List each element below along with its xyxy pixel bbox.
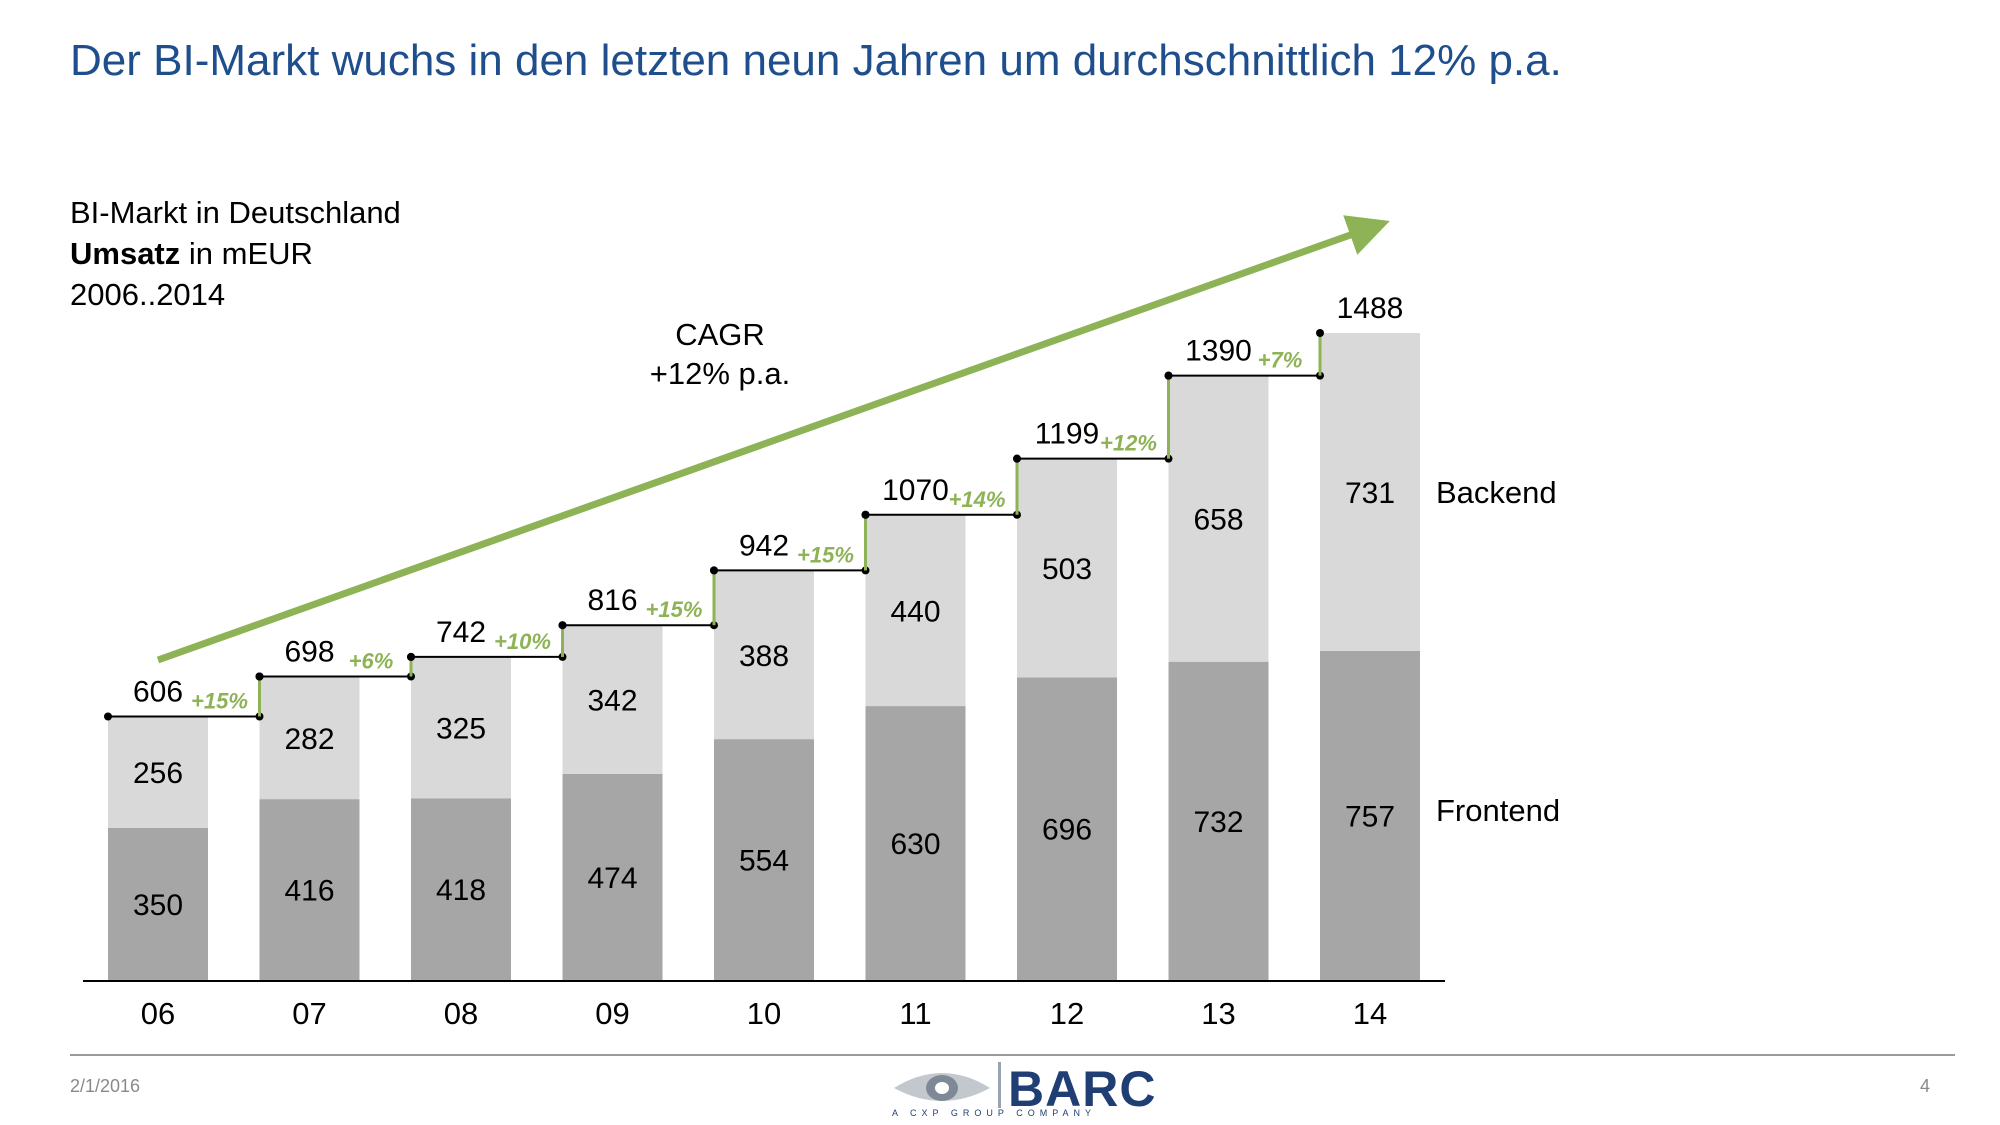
subtitle-unit: in mEUR: [180, 236, 313, 271]
eye-logo-icon: [894, 1073, 990, 1101]
data-label-total: 816: [587, 584, 637, 617]
connector-dot: [1164, 371, 1173, 380]
data-label-backend: 440: [890, 595, 940, 628]
bar-frontend: [1168, 661, 1269, 980]
bar-backend: [108, 716, 208, 828]
data-label-backend: 325: [436, 713, 486, 746]
data-label-frontend: 732: [1193, 806, 1243, 839]
data-label-frontend: 630: [890, 828, 940, 861]
logo-name: BARC: [1008, 1061, 1157, 1117]
bar-backend: [562, 625, 663, 774]
x-tick-label: 11: [899, 996, 931, 1031]
logo-tagline: A CXP GROUP COMPANY: [892, 1108, 1097, 1118]
growth-label: +12%: [1100, 431, 1157, 456]
bar-frontend: [108, 827, 208, 980]
growth-label: +15%: [797, 542, 854, 567]
subtitle-line-3: 2006..2014: [70, 277, 226, 312]
growth-label: +15%: [646, 597, 703, 622]
legend-frontend: Frontend: [1436, 793, 1560, 828]
data-label-backend: 658: [1193, 504, 1243, 537]
x-tick-label: 07: [292, 996, 326, 1031]
data-label-total: 1390: [1185, 335, 1252, 368]
connector-dot: [104, 712, 112, 721]
data-label-total: 742: [436, 616, 486, 649]
bar-frontend: [865, 706, 966, 980]
growth-label: +14%: [949, 487, 1006, 512]
connector-dot: [1013, 454, 1021, 463]
data-label-total: 606: [133, 676, 183, 709]
chart-subtitle: BI-Markt in Deutschland Umsatz in mEUR 2…: [70, 192, 401, 315]
data-label-frontend: 474: [587, 862, 637, 895]
data-label-backend: 503: [1042, 553, 1092, 586]
growth-label: +7%: [1258, 348, 1303, 373]
bar-frontend: [714, 739, 814, 980]
data-label-backend: 388: [739, 640, 789, 673]
data-label-backend: 282: [284, 723, 334, 756]
growth-label: +15%: [191, 689, 248, 714]
data-label-total: 1488: [1337, 292, 1404, 325]
bar-backend: [1017, 458, 1117, 678]
x-tick-label: 10: [747, 996, 781, 1031]
bar-backend: [411, 656, 511, 799]
x-tick-label: 12: [1050, 996, 1084, 1031]
data-label-total: 942: [739, 529, 789, 562]
subtitle-line-1: BI-Markt in Deutschland: [70, 195, 401, 230]
bar-frontend: [1320, 650, 1420, 980]
page-number: 4: [1920, 1076, 1931, 1096]
footer-divider: [70, 1054, 1955, 1056]
bar-backend: [714, 570, 814, 740]
x-tick-label: 14: [1353, 996, 1387, 1031]
legend-backend: Backend: [1436, 475, 1557, 510]
data-label-frontend: 418: [436, 874, 486, 907]
data-label-backend: 256: [133, 757, 183, 790]
data-label-total: 1070: [882, 474, 949, 507]
cagr-label-line-2: +12% p.a.: [650, 356, 790, 391]
x-tick-label: 13: [1201, 996, 1235, 1031]
bar-frontend: [411, 798, 511, 980]
footer-date: 2/1/2016: [70, 1076, 141, 1096]
bar-frontend: [562, 773, 663, 980]
data-label-frontend: 757: [1345, 800, 1395, 833]
connector-dot: [710, 566, 718, 575]
bar-frontend: [259, 799, 360, 980]
data-label-backend: 342: [587, 685, 637, 718]
logo-separator: [998, 1062, 1001, 1108]
subtitle-line-2: Umsatz in mEUR: [70, 233, 401, 274]
x-tick-label: 06: [141, 996, 175, 1031]
connector-dot: [407, 652, 415, 661]
x-tick-label: 09: [595, 996, 629, 1031]
data-label-frontend: 554: [739, 845, 789, 878]
data-label-total: 698: [284, 636, 334, 669]
bar-backend: [865, 514, 966, 707]
cagr-label-line-1: CAGR: [675, 317, 765, 352]
data-label-total: 1199: [1035, 418, 1100, 451]
bar-frontend: [1017, 677, 1117, 980]
bar-backend: [259, 676, 360, 800]
connector-dot: [1316, 329, 1324, 337]
growth-label: +10%: [494, 629, 551, 654]
connector-dot: [861, 510, 870, 519]
cagr-arrow: [156, 215, 1390, 664]
growth-label: +6%: [349, 649, 394, 674]
barc-logo: BARC A CXP GROUP COMPANY: [890, 1060, 1155, 1120]
subtitle-bold: Umsatz: [70, 236, 181, 271]
x-tick-label: 08: [444, 996, 478, 1031]
data-label-frontend: 350: [133, 889, 183, 922]
bar-backend: [1168, 375, 1269, 662]
page-title: Der BI-Markt wuchs in den letzten neun J…: [70, 36, 1562, 85]
connector-dot: [558, 621, 567, 630]
connector-dot: [255, 672, 264, 681]
bar-backend: [1320, 333, 1420, 651]
data-label-frontend: 416: [284, 875, 334, 908]
data-label-backend: 731: [1345, 477, 1395, 510]
data-label-frontend: 696: [1042, 814, 1092, 847]
